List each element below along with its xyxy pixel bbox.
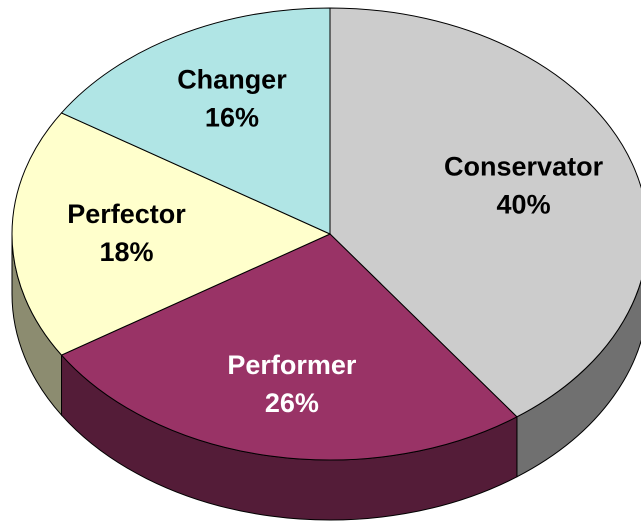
slice [11,112,332,356]
slice [60,233,518,461]
slice-value-label: 26% [265,388,319,418]
slice [60,7,331,235]
slice-value-label: 40% [497,190,551,220]
slice-value-label: 18% [99,237,153,267]
slice-label: Changer [177,64,287,94]
slice-label: Conservator [444,152,604,182]
slice-label: Perfector [67,199,186,229]
slice [329,7,641,418]
slice-label: Performer [227,350,357,380]
slice-value-label: 16% [205,102,259,132]
